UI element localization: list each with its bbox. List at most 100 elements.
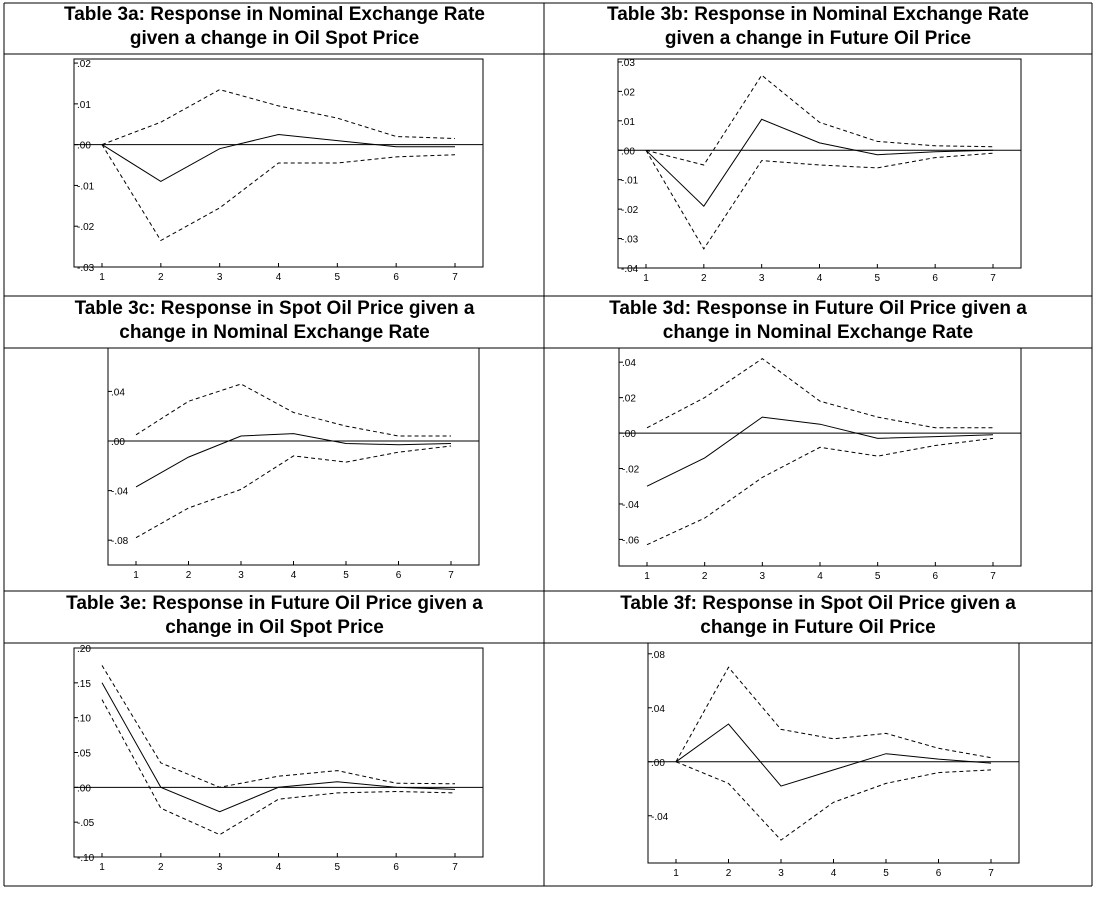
y-tick-label-3a: -.02 [77, 222, 95, 233]
x-tick-label-3a: 3 [217, 272, 223, 283]
x-tick-label-3f: 6 [936, 868, 942, 879]
confidence-band-line-3c-1 [135, 383, 451, 437]
y-tick-label-3e: .10 [77, 714, 91, 725]
plot-frame-3b [617, 58, 1022, 269]
panel-3e-title-line2: change in Oil Spot Price [165, 617, 384, 638]
y-tick-label-3d: -.06 [622, 535, 640, 546]
plot-frame-3e [73, 647, 484, 858]
x-tick-label-3f: 7 [988, 868, 994, 879]
y-tick-label-3f: -.04 [651, 812, 669, 823]
confidence-band-line-3e-1 [101, 665, 456, 788]
y-tick-label-3a: .01 [77, 100, 91, 111]
x-tick-label-3b: 1 [643, 273, 649, 284]
x-tick-label-3b: 2 [701, 273, 707, 284]
y-tick-label-3c: .04 [111, 387, 125, 398]
panel-3a-title-line2: given a change in Oil Spot Price [129, 28, 420, 49]
y-tick-label-3a: .02 [77, 59, 91, 70]
plot-frame-3c [107, 347, 480, 566]
confidence-band-line-3c-2 [135, 445, 452, 539]
panel-3b-chart: .03 .02 .01 .00 -.01 -.02 -.03 -.04 1 2 3 4 5 6 7 [617, 58, 1022, 284]
y-tick-label-3c: -.04 [111, 487, 129, 498]
x-tick-label-3e: 2 [158, 862, 164, 873]
x-tick-label-3d: 6 [933, 571, 939, 582]
panel-3e-title-line1: Table 3e: Response in Future Oil Price g… [66, 593, 483, 614]
y-tick-label-3a: .00 [77, 141, 91, 152]
x-tick-label-3a: 5 [335, 272, 341, 283]
confidence-band-line-3e-2 [101, 699, 456, 836]
panel-3d-chart: .04 .02 .00 -.02 -.04 -.06 1 2 3 4 5 6 7 [618, 347, 1022, 582]
x-tick-label-3d: 4 [817, 571, 823, 582]
x-tick-label-3a: 4 [276, 272, 282, 283]
x-tick-label-3e: 4 [276, 862, 282, 873]
panel-3d-title-line2: change in Nominal Exchange Rate [662, 322, 974, 343]
x-tick-label-3e: 7 [452, 862, 458, 873]
panel-3b: Table 3b: Response in Nominal Exchange R… [545, 2, 1091, 294]
x-tick-label-3e: 3 [217, 862, 223, 873]
panel-3a-chart: .02 .01 .00 -.01 -.02 -.03 1 2 3 4 5 6 7 [73, 58, 484, 283]
panel-3b-title-line1: Table 3b: Response in Nominal Exchange R… [607, 4, 1029, 25]
confidence-band-line-3d-1 [646, 357, 993, 429]
x-tick-label-3b: 5 [875, 273, 881, 284]
panel-3f-title-line2: change in Future Oil Price [700, 617, 936, 638]
confidence-band-line-3d-2 [646, 437, 994, 546]
y-tick-label-3e: -.05 [77, 818, 95, 829]
response-line-3d-0 [646, 416, 994, 487]
y-tick-label-3d: -.02 [622, 465, 640, 476]
x-tick-label-3c: 1 [133, 570, 139, 581]
x-tick-label-3f: 4 [831, 868, 837, 879]
panel-3a: Table 3a: Response in Nominal Exchange R… [5, 2, 544, 294]
y-tick-label-3f: .00 [651, 758, 665, 769]
x-tick-label-3e: 1 [99, 862, 105, 873]
y-tick-label-3d: .00 [622, 429, 636, 440]
panel-3c-title-line2: change in Nominal Exchange Rate [119, 322, 430, 343]
y-tick-label-3f: .08 [651, 650, 665, 661]
panel-3f-title-line1: Table 3f: Response in Spot Oil Price giv… [620, 593, 1016, 614]
x-tick-label-3f: 3 [778, 868, 784, 879]
x-tick-label-3c: 2 [186, 570, 192, 581]
panel-3d: Table 3d: Response in Future Oil Price g… [545, 296, 1091, 590]
confidence-band-line-3f-2 [675, 761, 992, 841]
y-tick-label-3e: .05 [77, 749, 91, 760]
x-tick-label-3f: 1 [673, 868, 679, 879]
x-tick-label-3d: 5 [875, 571, 881, 582]
response-line-3a-0 [101, 133, 455, 182]
panel-3e-title: Table 3e: Response in Future Oil Price g… [5, 592, 544, 640]
x-tick-label-3b: 6 [932, 273, 938, 284]
panel-3d-title: Table 3d: Response in Future Oil Price g… [545, 297, 1091, 345]
response-line-3e-0 [101, 682, 456, 813]
x-tick-label-3a: 1 [99, 272, 105, 283]
y-tick-label-3c: -.08 [111, 536, 129, 547]
panel-3f: Table 3f: Response in Spot Oil Price giv… [545, 591, 1091, 887]
x-tick-label-3c: 4 [291, 570, 297, 581]
y-tick-label-3e: .00 [77, 783, 91, 794]
x-tick-label-3b: 4 [817, 273, 823, 284]
x-tick-label-3d: 7 [990, 571, 996, 582]
y-tick-label-3b: -.01 [621, 176, 639, 187]
x-tick-label-3c: 6 [396, 570, 402, 581]
panel-3f-title: Table 3f: Response in Spot Oil Price giv… [545, 592, 1091, 640]
x-tick-label-3b: 7 [990, 273, 996, 284]
y-tick-label-3f: .04 [651, 704, 665, 715]
x-tick-label-3f: 5 [883, 868, 889, 879]
plot-frame-3f [647, 642, 1020, 864]
y-tick-label-3d: .04 [622, 358, 636, 369]
x-tick-label-3f: 2 [726, 868, 732, 879]
confidence-band-line-3a-1 [101, 89, 456, 146]
x-tick-label-3c: 5 [343, 570, 349, 581]
y-tick-label-3c: .00 [111, 437, 125, 448]
y-tick-label-3a: -.01 [77, 181, 95, 192]
x-tick-label-3d: 2 [702, 571, 708, 582]
y-tick-label-3b: -.02 [621, 205, 639, 216]
panel-3d-title-line1: Table 3d: Response in Future Oil Price g… [609, 298, 1027, 319]
y-tick-label-3d: .02 [622, 394, 636, 405]
panel-3c-chart: .04 .00 -.04 -.08 1 2 3 4 5 6 7 [107, 347, 480, 581]
panel-3a-title: Table 3a: Response in Nominal Exchange R… [5, 3, 544, 51]
x-tick-label-3d: 1 [644, 571, 650, 582]
response-line-3f-0 [675, 723, 992, 787]
confidence-band-line-3a-2 [101, 144, 456, 242]
panel-3c-title-line1: Table 3c: Response in Spot Oil Price giv… [74, 298, 475, 319]
x-tick-label-3a: 6 [393, 272, 399, 283]
panel-3a-title-line1: Table 3a: Response in Nominal Exchange R… [64, 4, 485, 25]
y-tick-label-3e: .20 [77, 644, 91, 655]
x-tick-label-3e: 6 [393, 862, 399, 873]
